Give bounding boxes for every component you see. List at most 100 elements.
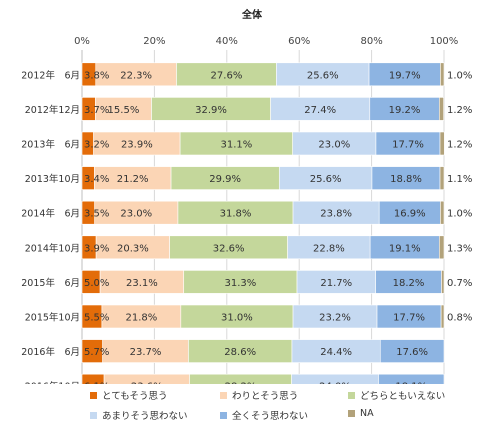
bar-segment [103,373,190,384]
data-label: 25.6% [307,70,339,81]
data-label: 23.2% [319,313,351,324]
legend-item: あまりそう思わない [90,408,188,422]
legend-swatch [220,391,227,399]
data-label: 27.4% [304,105,336,116]
legend-item: NA [348,408,374,419]
legend-swatch [348,410,355,417]
bar-segment [81,373,105,384]
data-label: 1.1% [447,174,472,185]
data-label: 32.9% [195,105,227,116]
data-label: 23.8% [320,209,352,220]
legend-label: 全くそう思わない [232,411,309,422]
legend-label: とてもそう思う [102,391,168,402]
category-labels: 2012年 6月 2012年12月 2013年 6月 2013年10月 2014年 6月… [21,69,80,384]
legend-label: わりとそう思う [232,391,299,402]
category-label: 2015年10月 [25,312,80,324]
x-tick-label: 80% [360,36,382,47]
data-label: 5.0% [84,278,109,289]
data-label: 1.2% [447,105,472,116]
data-label: 18.8% [390,174,422,185]
category-label: 2014年 6月 [21,208,80,220]
bar-segment [438,97,444,121]
data-label: 20.3% [117,243,149,254]
data-label: 28.2% [225,382,257,384]
bar-segment [440,200,445,225]
data-label: 23.0% [318,140,350,151]
data-label: 5.5% [84,313,109,324]
legend-swatch [348,391,355,399]
data-label: 0.7% [447,278,472,289]
category-label: 2012年12月 [25,104,80,116]
legend-item: わりとそう思う [220,388,298,402]
category-label: 2013年10月 [25,173,80,185]
data-label: 32.6% [213,243,245,254]
data-label: 0.8% [447,313,472,324]
data-label: 31.1% [221,140,253,151]
legend-item: どちらともいえない [348,388,445,402]
legend-label: どちらともいえない [360,391,446,402]
legend-swatch [90,411,97,419]
data-label: 27.6% [211,70,243,81]
data-label: 24.4% [320,347,352,358]
x-tick-label: 0% [74,36,90,47]
data-label: 23.1% [126,278,158,289]
data-label: 29.9% [209,174,241,185]
data-label: 5.7% [84,347,109,358]
bar-segment [189,373,292,384]
data-label: 23.6% [131,382,163,384]
data-label: 17.7% [393,313,425,324]
category-label: 2015年 6月 [21,277,80,289]
data-label: 21.2% [117,174,149,185]
legend-label: あまりそう思わない [102,411,188,422]
legend-item: とてもそう思う [90,388,168,402]
category-label: 2016年10月 [25,381,80,384]
bar-segment [440,62,445,87]
data-label: 15.5% [108,105,140,116]
data-label: 17.7% [392,140,424,151]
legend-swatch [90,391,97,399]
legend-swatch [220,411,227,419]
data-label: 31.0% [221,313,253,324]
x-tick-label: 40% [216,36,238,47]
data-label: 19.1% [389,243,421,254]
x-tick-label: 100% [430,36,459,47]
data-label: 23.7% [130,347,162,358]
bar-segment [441,270,445,294]
data-label: 3.5% [84,209,109,220]
x-tick-label: 20% [143,36,165,47]
bars [81,62,445,384]
category-label: 2014年10月 [25,242,80,254]
data-label: 22.8% [313,243,345,254]
data-label: 3.4% [84,174,109,185]
chart-title: 全体 [241,8,263,21]
data-label: 23.9% [121,140,153,151]
data-label: 22.3% [120,70,152,81]
data-label: 23.0% [120,209,152,220]
data-label: 19.7% [389,70,421,81]
bar-segment [439,166,445,190]
data-label: 17.6% [396,347,428,358]
stacked-bar-chart: 全体 0% 20% 40% 60% 80% 100% 2012年 6月 2012年12月 20… [21,8,472,384]
x-tick-label: 60% [288,36,310,47]
data-label: 1.0% [447,209,472,220]
data-label: 6.1% [84,382,109,384]
data-label: 3.9% [84,243,109,254]
data-label: 1.0% [447,70,472,81]
data-labels: 3.8% 22.3% 27.6% 25.6% 19.7% 1.0% 3.7%15.5% 32.… [84,70,472,384]
category-label: 2012年 6月 [21,69,80,81]
category-label: 2016年 6月 [21,346,80,358]
data-label: 21.8% [125,313,157,324]
data-label: 31.8% [220,209,252,220]
data-label: 3.8% [84,70,109,81]
data-label: 3.2% [84,140,109,151]
x-axis-ticks: 0% 20% 40% 60% 80% 100% [74,36,458,47]
data-label: 1.2% [447,140,472,151]
data-label: 31.3% [224,278,256,289]
data-label: 19.2% [389,105,421,116]
data-label: 18.2% [393,278,425,289]
legend-label: NA [360,408,374,419]
bar-segment [439,131,445,156]
data-label: 28.6% [224,347,256,358]
data-label: 24.0% [319,382,351,384]
bar-segment [291,373,379,384]
